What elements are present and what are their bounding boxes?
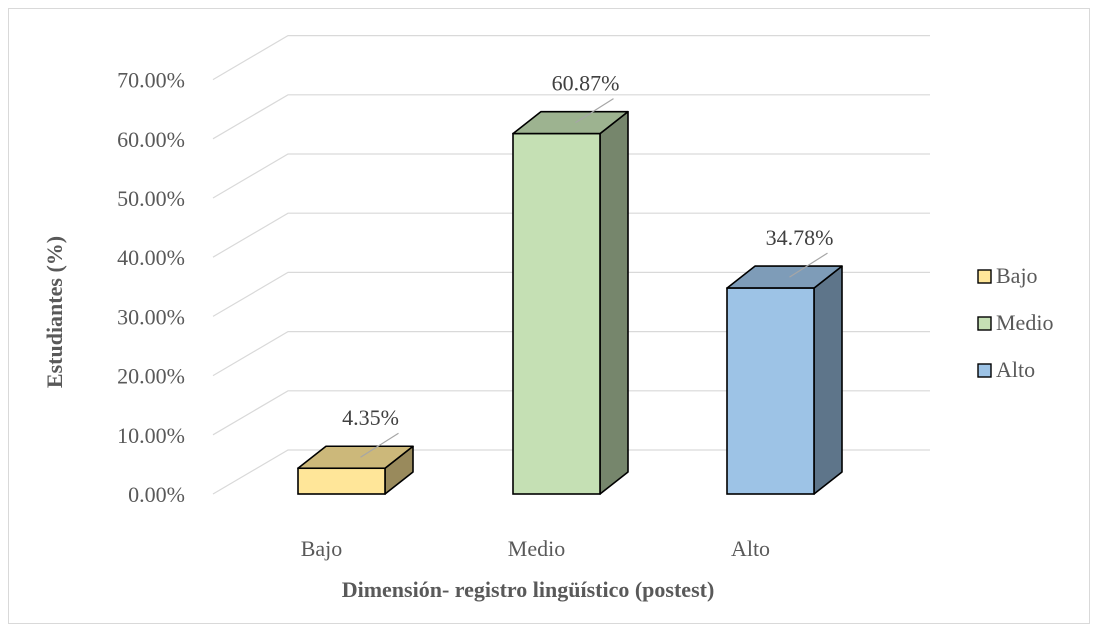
bar-side-face [813,265,843,495]
legend-item: Medio [977,310,1053,335]
legend-item: Alto [977,357,1035,382]
legend-swatch [977,363,992,378]
x-axis-ticks: Bajo Medio Alto [301,536,770,561]
y-tick-label: 0.00% [128,482,185,507]
gridline [212,94,930,140]
data-label-leader [789,252,828,278]
legend-label: Alto [996,357,1035,382]
y-tick-label: 10.00% [117,423,185,448]
legend-label: Medio [996,310,1053,335]
bar-front-face [512,132,601,495]
legend-swatch [977,316,992,331]
bar-medio: 60.87% [512,71,629,495]
y-tick-label: 60.00% [117,127,185,152]
data-label-leader [575,98,614,124]
gridline [212,153,930,199]
y-tick-label: 30.00% [117,304,185,329]
x-axis-title: Dimensión- registro lingüístico (postest… [342,577,715,602]
bar-alto: 34.78% [726,225,843,495]
gridline [212,34,930,81]
y-axis-title: Estudiantes (%) [42,236,67,388]
gridline [212,331,930,377]
gridline [212,212,930,258]
bar-bajo: 4.35% [297,405,414,495]
gridline [212,271,930,317]
legend-item: Bajo [977,263,1038,288]
data-label: 34.78% [766,225,834,250]
gridline [212,390,930,436]
gridline [212,449,930,495]
y-tick-label: 20.00% [117,364,185,389]
y-tick-label: 40.00% [117,245,185,270]
bar-front-face [297,467,386,495]
legend-label: Bajo [996,263,1038,288]
x-tick-label: Alto [731,536,770,561]
legend: Bajo Medio Alto [977,263,1053,382]
bars: 4.35% 60.87% 34.78% [297,71,843,495]
gridlines [212,34,930,495]
x-tick-label: Medio [508,536,565,561]
data-label: 4.35% [342,405,399,430]
y-tick-label: 50.00% [117,186,185,211]
data-label-leader [360,432,399,458]
data-label: 60.87% [552,71,620,96]
bar-front-face [726,287,815,495]
y-axis-ticks: 0.00% 10.00% 20.00% 30.00% 40.00% 50.00% 60.00… [117,68,185,507]
legend-swatch [977,269,992,284]
y-tick-label: 70.00% [117,68,185,93]
bar-side-face [599,110,629,495]
x-tick-label: Bajo [301,536,343,561]
